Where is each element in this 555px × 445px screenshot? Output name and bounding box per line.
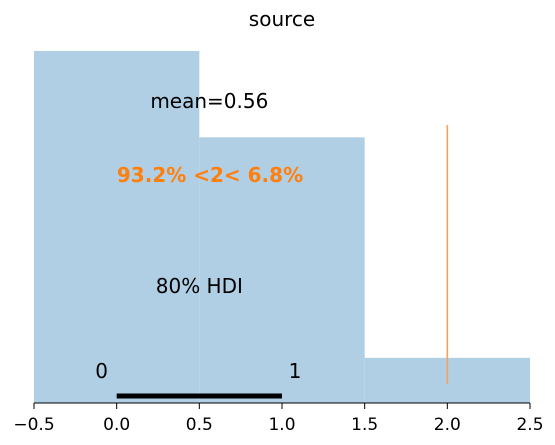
histogram-bar	[199, 137, 365, 403]
hdi-high-label: 1	[289, 359, 302, 383]
chart-title: source	[249, 7, 315, 31]
x-tick-label: 1.0	[268, 415, 295, 435]
x-tick-label: 1.5	[351, 415, 378, 435]
mean-annotation: mean=0.56	[150, 89, 268, 113]
hdi-label: 80% HDI	[156, 274, 243, 298]
histogram-bar	[34, 51, 200, 403]
x-tick-label: 0.5	[186, 415, 213, 435]
x-tick-label: 0.0	[103, 415, 130, 435]
hdi-group: 0 1 80% HDI	[95, 274, 302, 399]
reference-value-annotation: 93.2% <2< 6.8%	[117, 163, 303, 187]
x-tick-label: 2.5	[516, 415, 543, 435]
x-tick-label: −0.5	[13, 415, 54, 435]
hdi-low-label: 0	[95, 359, 108, 383]
x-tick-label: 2.0	[434, 415, 461, 435]
histogram-bars	[34, 51, 530, 403]
x-axis-ticks: −0.5 0.0 0.5 1.0 1.5 2.0 2.5	[13, 403, 544, 435]
